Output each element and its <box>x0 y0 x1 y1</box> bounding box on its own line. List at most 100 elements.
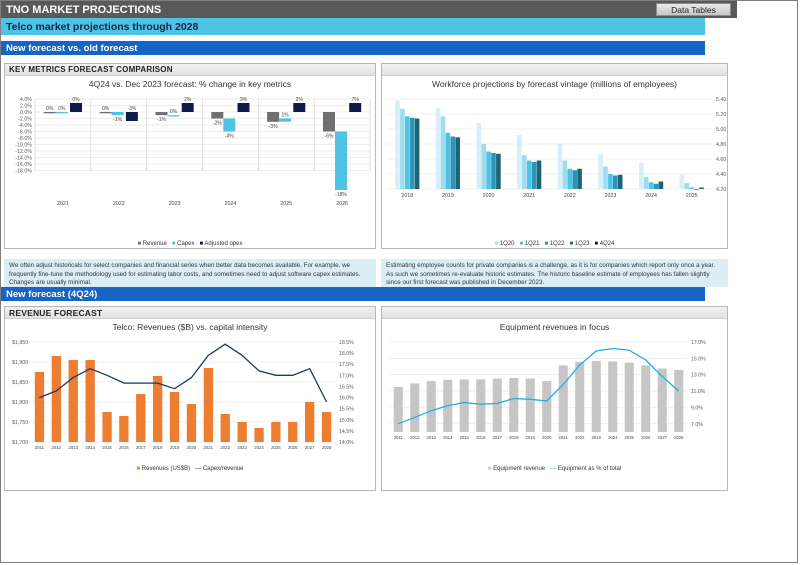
svg-text:17.0%: 17.0% <box>339 373 354 379</box>
svg-text:-16.0%: -16.0% <box>15 162 32 168</box>
svg-text:4.60: 4.60 <box>716 157 726 163</box>
svg-text:2023: 2023 <box>169 201 181 207</box>
svg-text:2020: 2020 <box>483 193 495 199</box>
svg-text:2020: 2020 <box>187 445 197 450</box>
svg-text:$1,900: $1,900 <box>12 360 28 366</box>
svg-text:2012: 2012 <box>52 445 62 450</box>
svg-text:2012: 2012 <box>410 435 420 440</box>
svg-text:15.0%: 15.0% <box>691 356 706 362</box>
svg-text:2018: 2018 <box>401 193 413 199</box>
svg-text:18.0%: 18.0% <box>339 351 354 357</box>
svg-text:2027: 2027 <box>658 435 668 440</box>
svg-text:2015: 2015 <box>102 445 112 450</box>
svg-text:2025: 2025 <box>271 445 281 450</box>
svg-text:1%: 1% <box>281 113 289 119</box>
svg-text:17.0%: 17.0% <box>691 340 706 346</box>
svg-text:4.80: 4.80 <box>716 142 726 148</box>
svg-text:-2.0%: -2.0% <box>18 117 32 123</box>
svg-text:$1,950: $1,950 <box>12 340 28 346</box>
svg-text:4.0%: 4.0% <box>20 97 32 103</box>
svg-text:2028: 2028 <box>674 435 684 440</box>
svg-text:2019: 2019 <box>442 193 454 199</box>
svg-text:2019: 2019 <box>170 445 180 450</box>
svg-text:2028: 2028 <box>322 445 332 450</box>
svg-text:2026: 2026 <box>288 445 298 450</box>
svg-text:2015: 2015 <box>460 435 470 440</box>
svg-text:3%: 3% <box>240 97 248 103</box>
svg-text:9.0%: 9.0% <box>691 406 703 412</box>
svg-text:2021: 2021 <box>57 201 69 207</box>
svg-text:-3%: -3% <box>269 124 278 130</box>
svg-text:2016: 2016 <box>119 445 129 450</box>
svg-text:7%: 7% <box>352 97 360 103</box>
svg-text:2021: 2021 <box>204 445 214 450</box>
svg-text:17.5%: 17.5% <box>339 362 354 368</box>
svg-text:2026: 2026 <box>336 201 348 207</box>
svg-text:2021: 2021 <box>559 435 569 440</box>
svg-text:-18%: -18% <box>335 192 347 198</box>
svg-text:4.20: 4.20 <box>716 187 726 193</box>
svg-text:-6.0%: -6.0% <box>18 130 32 136</box>
svg-text:$1,700: $1,700 <box>12 440 28 446</box>
svg-text:15.5%: 15.5% <box>339 407 354 413</box>
svg-text:2024: 2024 <box>645 193 657 199</box>
svg-text:0%: 0% <box>72 97 80 103</box>
svg-text:2.0%: 2.0% <box>20 104 32 110</box>
svg-text:2024: 2024 <box>225 201 237 207</box>
svg-text:-12.0%: -12.0% <box>15 149 32 155</box>
svg-text:-8.0%: -8.0% <box>18 136 32 142</box>
svg-text:2019: 2019 <box>526 435 536 440</box>
svg-text:-2%: -2% <box>213 121 222 127</box>
svg-text:-1%: -1% <box>157 117 166 123</box>
svg-text:-14.0%: -14.0% <box>15 156 32 162</box>
svg-text:7.0%: 7.0% <box>691 422 703 428</box>
svg-text:2%: 2% <box>296 97 304 103</box>
svg-text:0%: 0% <box>58 106 66 112</box>
svg-text:14.5%: 14.5% <box>339 429 354 435</box>
svg-text:13.0%: 13.0% <box>691 373 706 379</box>
svg-text:-4.0%: -4.0% <box>18 123 32 129</box>
svg-text:2026: 2026 <box>641 435 651 440</box>
svg-text:4.40: 4.40 <box>716 172 726 178</box>
svg-text:2017: 2017 <box>136 445 146 450</box>
svg-text:2022: 2022 <box>113 201 125 207</box>
svg-text:2017: 2017 <box>493 435 503 440</box>
svg-text:2022: 2022 <box>575 435 585 440</box>
svg-text:2014: 2014 <box>443 435 453 440</box>
svg-text:-3%: -3% <box>127 106 136 112</box>
svg-text:2024: 2024 <box>254 445 264 450</box>
svg-text:2023: 2023 <box>592 435 602 440</box>
svg-text:0%: 0% <box>46 106 54 112</box>
svg-text:14.0%: 14.0% <box>339 440 354 446</box>
svg-text:5.40: 5.40 <box>716 97 726 103</box>
svg-text:2018: 2018 <box>509 435 519 440</box>
svg-text:2011: 2011 <box>35 445 45 450</box>
svg-text:-4%: -4% <box>225 134 234 140</box>
svg-text:2013: 2013 <box>427 435 437 440</box>
svg-text:2022: 2022 <box>220 445 230 450</box>
svg-text:$1,800: $1,800 <box>12 400 28 406</box>
svg-text:0%: 0% <box>170 109 178 115</box>
svg-text:2025: 2025 <box>280 201 292 207</box>
svg-text:2027: 2027 <box>305 445 315 450</box>
svg-text:2%: 2% <box>184 97 192 103</box>
svg-text:2014: 2014 <box>85 445 95 450</box>
svg-text:2018: 2018 <box>153 445 163 450</box>
svg-text:2023: 2023 <box>605 193 617 199</box>
svg-text:-10.0%: -10.0% <box>15 143 32 149</box>
svg-text:16.0%: 16.0% <box>339 396 354 402</box>
svg-text:2023: 2023 <box>237 445 247 450</box>
svg-text:2025: 2025 <box>625 435 635 440</box>
svg-text:$1,750: $1,750 <box>12 420 28 426</box>
svg-text:18.5%: 18.5% <box>339 340 354 346</box>
svg-text:2021: 2021 <box>523 193 535 199</box>
svg-text:16.5%: 16.5% <box>339 384 354 390</box>
svg-text:15.0%: 15.0% <box>339 418 354 424</box>
svg-text:-1%: -1% <box>113 117 122 123</box>
svg-text:2016: 2016 <box>476 435 486 440</box>
svg-text:$1,850: $1,850 <box>12 380 28 386</box>
svg-text:2011: 2011 <box>394 435 404 440</box>
svg-text:2020: 2020 <box>542 435 552 440</box>
svg-text:-18.0%: -18.0% <box>15 169 32 175</box>
svg-text:-6%: -6% <box>325 134 334 140</box>
